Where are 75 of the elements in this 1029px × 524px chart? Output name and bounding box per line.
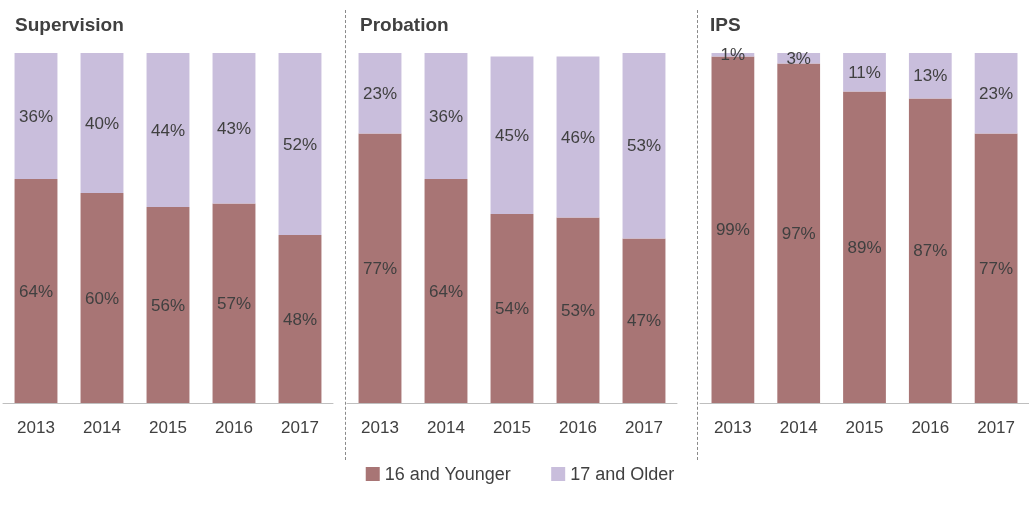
data-label: 64% xyxy=(18,281,54,301)
data-label: 77% xyxy=(979,258,1014,278)
x-tick-label: 2013 xyxy=(361,418,399,437)
x-tick-label: 2013 xyxy=(17,418,55,437)
data-label: 40% xyxy=(84,113,120,133)
data-label: 13% xyxy=(913,66,948,86)
bar xyxy=(974,133,1018,403)
bar xyxy=(358,53,402,134)
data-label: 48% xyxy=(282,309,318,329)
bar xyxy=(146,207,190,403)
bar xyxy=(80,53,124,193)
x-tick-label: 2017 xyxy=(281,418,319,437)
bar xyxy=(424,179,468,403)
bar xyxy=(358,133,402,403)
data-label: 45% xyxy=(494,125,530,145)
x-tick-label: 2015 xyxy=(493,418,531,437)
data-label: 97% xyxy=(781,223,816,243)
x-tick-label: 2015 xyxy=(149,418,187,437)
data-label: 44% xyxy=(150,120,186,140)
x-tick-label: 2014 xyxy=(83,418,121,437)
x-tick-label: 2014 xyxy=(427,418,465,437)
data-label: 53% xyxy=(626,136,662,156)
bar xyxy=(622,238,666,403)
data-label: 89% xyxy=(847,237,882,257)
bar xyxy=(974,53,1018,134)
x-tick-label: 2017 xyxy=(625,418,663,437)
data-label: 11% xyxy=(848,62,881,82)
data-label: 36% xyxy=(428,106,464,126)
legend-label: 17 and Older xyxy=(570,464,675,484)
bar xyxy=(777,63,821,403)
bar xyxy=(80,193,124,403)
bar xyxy=(908,98,952,403)
data-label: 87% xyxy=(913,241,948,261)
chart-title: Supervision xyxy=(15,14,124,35)
bar xyxy=(490,56,534,214)
data-label: 56% xyxy=(150,295,186,315)
data-label: 3% xyxy=(786,48,811,68)
bar xyxy=(490,214,534,403)
data-label: 99% xyxy=(715,220,750,240)
bar xyxy=(146,53,190,207)
x-tick-label: 2016 xyxy=(215,418,253,437)
data-label: 64% xyxy=(428,281,464,301)
data-label: 57% xyxy=(216,293,252,313)
chart-title: IPS xyxy=(710,14,741,35)
data-label: 52% xyxy=(282,134,318,154)
data-label: 47% xyxy=(626,311,662,331)
data-label: 54% xyxy=(494,299,530,318)
bar xyxy=(556,217,600,403)
bar xyxy=(278,53,322,235)
data-label: 23% xyxy=(979,83,1014,103)
bar xyxy=(908,53,952,99)
x-tick-label: 2015 xyxy=(845,418,884,437)
x-tick-label: 2013 xyxy=(713,418,752,437)
data-label: 77% xyxy=(362,258,398,278)
bar xyxy=(14,53,58,179)
x-tick-label: 2017 xyxy=(977,418,1016,437)
x-tick-label: 2014 xyxy=(779,418,818,437)
data-label: 23% xyxy=(362,83,398,103)
bar xyxy=(212,203,256,403)
data-label: 46% xyxy=(560,127,596,147)
x-tick-label: 2016 xyxy=(911,418,950,437)
data-label: 53% xyxy=(560,300,596,320)
bar xyxy=(14,179,58,403)
bar xyxy=(278,235,322,403)
chart-title: Probation xyxy=(360,14,449,35)
data-label: 36% xyxy=(18,106,54,126)
data-label: 60% xyxy=(84,288,120,308)
bar xyxy=(212,53,256,204)
bar xyxy=(424,53,468,179)
legend-label: 16 and Younger xyxy=(384,464,511,484)
x-tick-label: 2016 xyxy=(559,418,597,437)
bar xyxy=(843,91,886,403)
bar xyxy=(556,56,600,218)
bar xyxy=(622,53,666,239)
data-label: 43% xyxy=(216,118,252,138)
